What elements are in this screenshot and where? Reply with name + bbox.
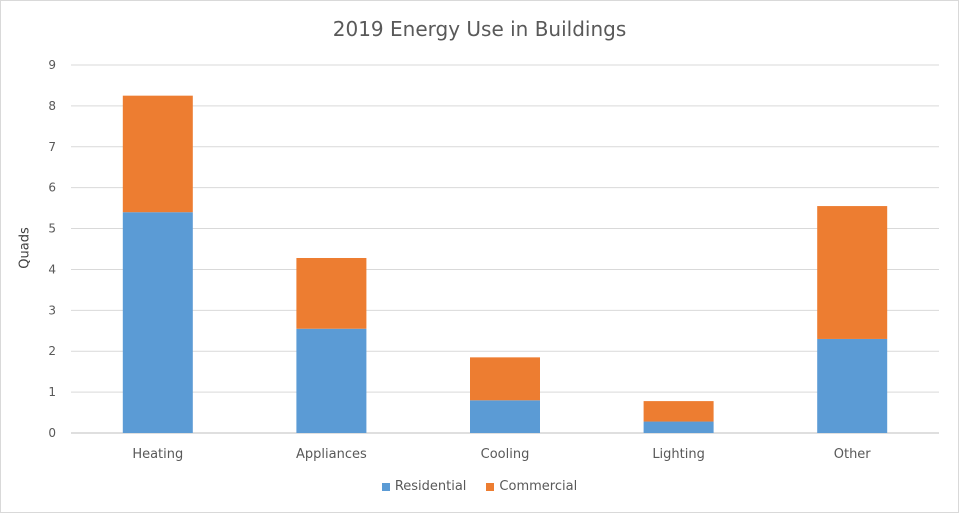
legend-item-residential: Residential bbox=[381, 479, 467, 494]
y-tick-label: 0 bbox=[48, 426, 56, 440]
y-tick-label: 2 bbox=[48, 344, 56, 358]
bars bbox=[122, 95, 888, 433]
x-tick-label: Other bbox=[834, 447, 872, 462]
y-tick-labels: 0 1 2 3 4 5 6 7 8 9 bbox=[48, 58, 56, 440]
y-tick-label: 1 bbox=[48, 385, 56, 399]
legend-swatch-residential bbox=[381, 482, 390, 491]
legend-label-commercial: Commercial bbox=[499, 479, 578, 494]
chart-title: 2019 Energy Use in Buildings bbox=[332, 17, 627, 41]
bar-commercial-lighting bbox=[643, 401, 714, 422]
x-tick-label: Lighting bbox=[652, 447, 705, 462]
y-tick-label: 6 bbox=[48, 181, 56, 195]
bar-residential-heating bbox=[122, 212, 193, 433]
bar-residential-cooling bbox=[470, 400, 540, 433]
x-tick-label: Heating bbox=[132, 447, 183, 462]
y-tick-label: 3 bbox=[48, 303, 56, 317]
y-tick-label: 8 bbox=[48, 99, 56, 113]
bar-commercial-heating bbox=[122, 95, 193, 213]
bar-residential-appliances bbox=[296, 328, 367, 433]
legend-item-commercial: Commercial bbox=[486, 479, 577, 494]
x-tick-labels: Heating Appliances Cooling Lighting Other bbox=[132, 447, 871, 462]
bar-residential-lighting bbox=[643, 421, 714, 433]
y-tick-label: 7 bbox=[48, 140, 56, 154]
bar-commercial-appliances bbox=[296, 257, 367, 329]
bar-residential-other bbox=[817, 338, 888, 433]
y-tick-label: 4 bbox=[48, 262, 56, 276]
x-tick-label: Cooling bbox=[481, 447, 530, 462]
y-tick-label: 5 bbox=[48, 222, 56, 236]
bar-commercial-other bbox=[817, 206, 888, 339]
x-tick-label: Appliances bbox=[296, 447, 367, 462]
y-tick-label: 9 bbox=[48, 58, 56, 72]
legend-swatch-commercial bbox=[486, 482, 495, 491]
legend: Residential Commercial bbox=[1, 479, 958, 494]
bar-commercial-cooling bbox=[470, 357, 540, 401]
legend-label-residential: Residential bbox=[394, 479, 467, 494]
